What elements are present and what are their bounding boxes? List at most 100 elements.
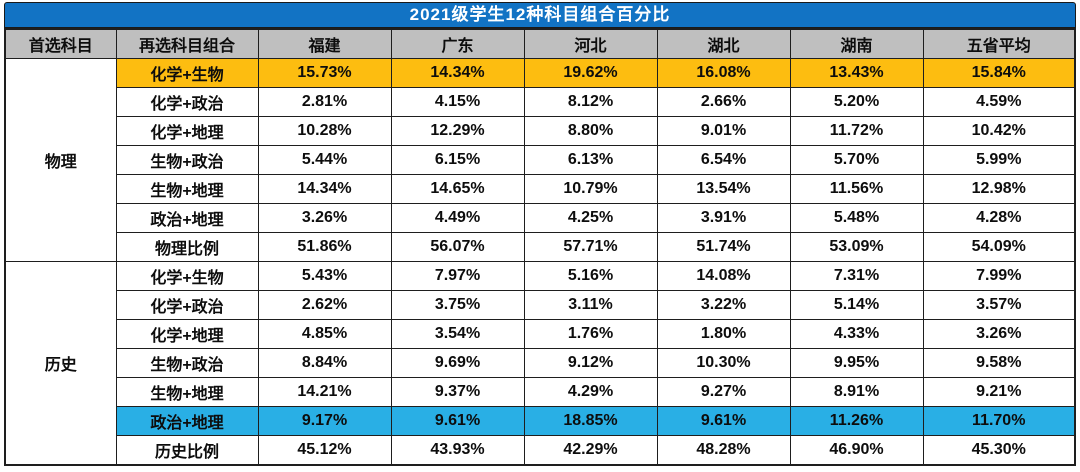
value-cell: 2.66% xyxy=(656,87,791,117)
value-cell: 10.28% xyxy=(257,116,392,146)
value-cell: 14.08% xyxy=(656,261,791,291)
table-row: 生物+地理 14.21% 9.37% 4.29% 9.27% 8.91% 9.21% xyxy=(5,377,1076,407)
value-cell: 8.80% xyxy=(523,116,658,146)
combo-cell: 化学+政治 xyxy=(115,87,259,117)
value-cell: 11.70% xyxy=(922,406,1076,436)
value-cell: 15.84% xyxy=(922,58,1076,88)
header-first-subject: 首选科目 xyxy=(4,28,117,59)
value-cell: 43.93% xyxy=(390,435,525,466)
table-row: 生物+政治 5.44% 6.15% 6.13% 6.54% 5.70% 5.99% xyxy=(5,145,1076,175)
value-cell: 10.42% xyxy=(922,116,1076,146)
value-cell: 5.70% xyxy=(789,145,924,175)
value-cell: 4.29% xyxy=(523,377,658,407)
value-cell: 8.91% xyxy=(789,377,924,407)
combo-cell: 化学+生物 xyxy=(115,261,259,291)
value-cell: 14.34% xyxy=(257,174,392,204)
combo-cell: 化学+政治 xyxy=(115,290,259,320)
table-row: 化学+政治 2.62% 3.75% 3.11% 3.22% 5.14% 3.57% xyxy=(5,290,1076,320)
combo-cell: 生物+政治 xyxy=(115,145,259,175)
table-row: 化学+地理 4.85% 3.54% 1.76% 1.80% 4.33% 3.26% xyxy=(5,319,1076,349)
combo-cell: 化学+地理 xyxy=(115,319,259,349)
value-cell: 18.85% xyxy=(523,406,658,436)
value-cell: 5.16% xyxy=(523,261,658,291)
value-cell: 53.09% xyxy=(789,232,924,262)
value-cell: 13.43% xyxy=(789,58,924,88)
combo-cell: 化学+地理 xyxy=(115,116,259,146)
page-title: 2021级学生12种科目组合百分比 xyxy=(4,2,1076,28)
value-cell: 5.20% xyxy=(789,87,924,117)
table-row: 历史比例 45.12% 43.93% 42.29% 48.28% 46.90% 45.30% xyxy=(5,435,1076,466)
total-label-cell: 历史比例 xyxy=(115,435,259,466)
value-cell: 5.14% xyxy=(789,290,924,320)
value-cell: 8.84% xyxy=(257,348,392,378)
combo-cell: 生物+地理 xyxy=(115,174,259,204)
value-cell: 14.65% xyxy=(390,174,525,204)
value-cell: 2.81% xyxy=(257,87,392,117)
value-cell: 2.62% xyxy=(257,290,392,320)
value-cell: 46.90% xyxy=(789,435,924,466)
value-cell: 3.11% xyxy=(523,290,658,320)
value-cell: 9.61% xyxy=(656,406,791,436)
value-cell: 57.71% xyxy=(523,232,658,262)
value-cell: 51.74% xyxy=(656,232,791,262)
value-cell: 15.73% xyxy=(257,58,392,88)
value-cell: 5.43% xyxy=(257,261,392,291)
value-cell: 3.57% xyxy=(922,290,1076,320)
value-cell: 7.31% xyxy=(789,261,924,291)
value-cell: 4.15% xyxy=(390,87,525,117)
value-cell: 9.12% xyxy=(523,348,658,378)
value-cell: 4.59% xyxy=(922,87,1076,117)
value-cell: 13.54% xyxy=(656,174,791,204)
value-cell: 9.01% xyxy=(656,116,791,146)
value-cell: 4.25% xyxy=(523,203,658,233)
header-row: 首选科目 再选科目组合 福建 广东 河北 湖北 湖南 五省平均 xyxy=(4,28,1076,59)
header-hebei: 河北 xyxy=(523,28,658,59)
value-cell: 54.09% xyxy=(922,232,1076,262)
value-cell: 9.27% xyxy=(656,377,791,407)
combo-cell: 生物+地理 xyxy=(115,377,259,407)
table-row: 化学+政治 2.81% 4.15% 8.12% 2.66% 5.20% 4.59% xyxy=(5,87,1076,117)
combo-cell: 生物+政治 xyxy=(115,348,259,378)
value-cell: 4.85% xyxy=(257,319,392,349)
value-cell: 3.75% xyxy=(390,290,525,320)
value-cell: 6.54% xyxy=(656,145,791,175)
value-cell: 7.97% xyxy=(390,261,525,291)
value-cell: 16.08% xyxy=(656,58,791,88)
value-cell: 3.91% xyxy=(656,203,791,233)
value-cell: 19.62% xyxy=(523,58,658,88)
value-cell: 6.13% xyxy=(523,145,658,175)
subject-cell: 历史 xyxy=(4,261,117,466)
table-row: 政治+地理 9.17% 9.61% 18.85% 9.61% 11.26% 11.70% xyxy=(5,406,1076,436)
value-cell: 9.21% xyxy=(922,377,1076,407)
header-fujian: 福建 xyxy=(257,28,392,59)
value-cell: 3.26% xyxy=(257,203,392,233)
header-combo: 再选科目组合 xyxy=(115,28,259,59)
subject-combination-table: 首选科目 再选科目组合 福建 广东 河北 湖北 湖南 五省平均 物理 化学+生物 1… xyxy=(4,28,1076,466)
value-cell: 5.48% xyxy=(789,203,924,233)
combo-cell: 政治+地理 xyxy=(115,406,259,436)
value-cell: 5.99% xyxy=(922,145,1076,175)
table-row: 生物+政治 8.84% 9.69% 9.12% 10.30% 9.95% 9.58% xyxy=(5,348,1076,378)
header-hubei: 湖北 xyxy=(656,28,791,59)
value-cell: 4.33% xyxy=(789,319,924,349)
value-cell: 11.26% xyxy=(789,406,924,436)
value-cell: 8.12% xyxy=(523,87,658,117)
value-cell: 11.72% xyxy=(789,116,924,146)
value-cell: 42.29% xyxy=(523,435,658,466)
value-cell: 51.86% xyxy=(257,232,392,262)
value-cell: 10.30% xyxy=(656,348,791,378)
value-cell: 9.69% xyxy=(390,348,525,378)
value-cell: 45.30% xyxy=(922,435,1076,466)
value-cell: 10.79% xyxy=(523,174,658,204)
value-cell: 9.61% xyxy=(390,406,525,436)
header-guangdong: 广东 xyxy=(390,28,525,59)
value-cell: 5.44% xyxy=(257,145,392,175)
value-cell: 4.28% xyxy=(922,203,1076,233)
value-cell: 11.56% xyxy=(789,174,924,204)
value-cell: 14.21% xyxy=(257,377,392,407)
value-cell: 48.28% xyxy=(656,435,791,466)
value-cell: 45.12% xyxy=(257,435,392,466)
table-row: 物理比例 51.86% 56.07% 57.71% 51.74% 53.09% 54.09% xyxy=(5,232,1076,262)
subject-cell: 物理 xyxy=(4,58,117,262)
